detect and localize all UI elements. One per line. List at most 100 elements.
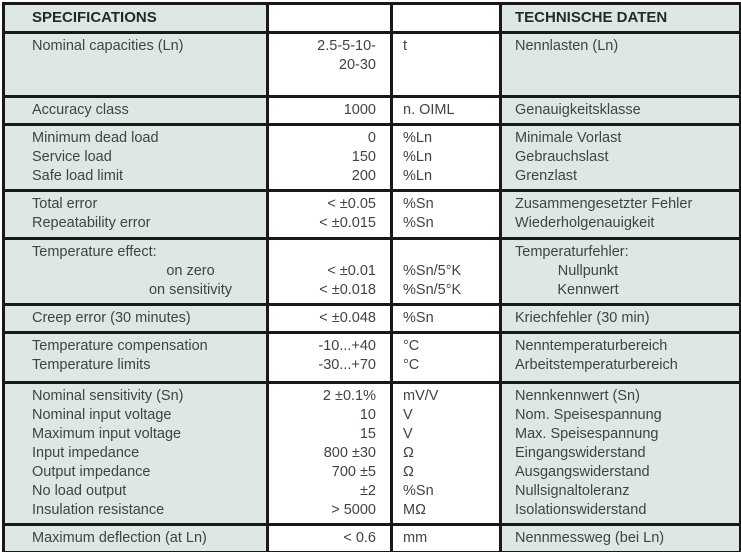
unit-line: %Ln: [403, 149, 433, 165]
german-label-line: Nullsignaltoleranz: [515, 483, 630, 499]
value-line: -30...+70: [318, 357, 376, 373]
table-row: Total error Repeatability error < ±0.05 < ±…: [2, 189, 741, 240]
unit-cell: t: [390, 31, 502, 98]
german-label-line: Nullpunkt: [557, 263, 619, 279]
unit-cell: %Sn/5°K %Sn/5°K: [390, 237, 502, 306]
unit-line: °C: [403, 357, 420, 373]
value-cell: 2 ±0.1% 10 15 800 ±30 700 ±5 ±2 > 5000: [266, 381, 393, 526]
spec-label-line: on sensitivity: [148, 282, 232, 298]
german-label-line: Minimale Vorlast: [515, 130, 622, 146]
spec-label-line: Accuracy class: [32, 102, 129, 118]
german-label-cell: Kriechfehler (30 min): [499, 303, 741, 334]
german-label-line: Isolationswiderstand: [515, 502, 647, 518]
value-line: 15: [359, 426, 376, 442]
german-label-line: Arbeitstemperaturbereich: [515, 357, 678, 373]
german-label-line: Nennlasten (Ln): [515, 38, 619, 54]
spec-label-line: Nominal sensitivity (Sn): [32, 388, 184, 404]
spec-label-cell: Total error Repeatability error: [2, 189, 269, 240]
german-label-line: Genauigkeitsklasse: [515, 102, 641, 118]
spec-label-line: Output impedance: [32, 464, 151, 480]
spec-label-line: Temperature effect:: [32, 244, 157, 260]
spec-label-line: No load output: [32, 483, 127, 499]
value-line: 20-30: [338, 57, 376, 73]
value-line: > 5000: [331, 502, 376, 518]
spec-label-line: Total error: [32, 196, 98, 212]
spec-label-line: on zero: [166, 263, 215, 279]
spec-label-cell: Accuracy class: [2, 95, 269, 126]
value-line: < ±0.01: [327, 263, 376, 279]
unit-line: [393, 243, 499, 262]
value-line: 700 ±5: [331, 464, 376, 480]
value-cell: 0 150 200: [266, 123, 393, 192]
value-line: 10: [359, 407, 376, 423]
unit-line: %Sn: [403, 196, 434, 212]
table-row: Accuracy class 1000 n. OIML Genauigkeitskla…: [2, 95, 741, 126]
german-label-cell: Minimale Vorlast Gebrauchslast Grenzlast: [499, 123, 741, 192]
german-label-line: Temperaturfehler:: [515, 244, 629, 260]
value-line: 0: [367, 130, 376, 146]
spec-label-line: Input impedance: [32, 445, 140, 461]
german-label-line: Grenzlast: [515, 168, 578, 184]
spec-label-line: Insulation resistance: [32, 502, 165, 518]
unit-line: n. OIML: [403, 102, 455, 118]
unit-cell: %Sn %Sn: [390, 189, 502, 240]
spec-label-cell: Creep error (30 minutes): [2, 303, 269, 334]
unit-line: %Sn: [403, 310, 434, 326]
german-label-line: Nennkennwert (Sn): [515, 388, 640, 404]
value-line: 2 ±0.1%: [322, 388, 376, 404]
unit-line: %Sn/5°K: [403, 263, 462, 279]
spec-label-cell: Maximum deflection (at Ln): [2, 523, 269, 552]
table-row: Temperature effect: on zero on sensitivity…: [2, 237, 741, 306]
unit-line: mm: [403, 530, 428, 546]
spec-label-line: Maximum deflection (at Ln): [32, 530, 207, 546]
spec-label-cell: Nominal sensitivity (Sn) Nominal input vo…: [2, 381, 269, 526]
header-value-cell-empty: [266, 2, 393, 34]
spec-label-cell: Nominal capacities (Ln): [2, 31, 269, 98]
value-cell: < ±0.01 < ±0.018: [266, 237, 393, 306]
spec-label-cell: Temperature compensation Temperature limi…: [2, 331, 269, 384]
unit-cell: %Ln %Ln %Ln: [390, 123, 502, 192]
spec-label-line: Safe load limit: [32, 168, 124, 184]
table-row: Temperature compensation Temperature limi…: [2, 331, 741, 384]
spec-label-line: Creep error (30 minutes): [32, 310, 191, 326]
table-row: Maximum deflection (at Ln) < 0.6 mm Nennmes…: [2, 523, 741, 552]
table-row: Creep error (30 minutes) < ±0.048 %Sn Kriec…: [2, 303, 741, 334]
german-label-line: Gebrauchslast: [515, 149, 609, 165]
value-line: < ±0.015: [319, 215, 376, 231]
german-label-cell: Temperaturfehler: Nullpunkt Kennwert: [499, 237, 741, 306]
german-label-line: Nom. Speisespannung: [515, 407, 662, 423]
unit-line: MΩ: [403, 502, 426, 518]
value-line: < ±0.018: [319, 282, 376, 298]
specifications-header: SPECIFICATIONS: [2, 2, 269, 34]
value-cell: 1000: [266, 95, 393, 126]
spec-label-line: Nominal capacities (Ln): [32, 38, 184, 54]
spec-label-line: Temperature limits: [32, 357, 151, 373]
header-unit-cell-empty: [390, 2, 502, 34]
unit-line: Ω: [403, 445, 414, 461]
spec-label-line: Minimum dead load: [32, 130, 159, 146]
spec-label-cell: Minimum dead load Service load Safe load l…: [2, 123, 269, 192]
value-line: 200: [351, 168, 376, 184]
unit-cell: %Sn: [390, 303, 502, 334]
table-row: Nominal sensitivity (Sn) Nominal input vo…: [2, 381, 741, 526]
german-label-line: Kennwert: [557, 282, 619, 298]
unit-line: %Sn: [403, 483, 434, 499]
german-label-cell: Nennlasten (Ln): [499, 31, 741, 98]
unit-line: t: [403, 38, 408, 54]
unit-line: %Sn: [403, 215, 434, 231]
german-label-cell: Nennkennwert (Sn) Nom. Speisespannung Max.…: [499, 381, 741, 526]
german-label-line: Max. Speisespannung: [515, 426, 659, 442]
german-label-line: Nenntemperaturbereich: [515, 338, 668, 354]
spec-label-line: Temperature compensation: [32, 338, 208, 354]
unit-line: %Sn/5°K: [403, 282, 462, 298]
value-cell: 2.5-5-10- 20-30: [266, 31, 393, 98]
value-cell: -10...+40 -30...+70: [266, 331, 393, 384]
unit-cell: mV/V V V Ω Ω %Sn MΩ: [390, 381, 502, 526]
value-line: 1000: [343, 102, 376, 118]
german-label-cell: Nenntemperaturbereich Arbeitstemperaturbe…: [499, 331, 741, 384]
technische-daten-header: TECHNISCHE DATEN: [499, 2, 741, 34]
table-row: Nominal capacities (Ln) 2.5-5-10- 20-30 t Ne…: [2, 31, 741, 98]
spec-label-line: Maximum input voltage: [32, 426, 182, 442]
